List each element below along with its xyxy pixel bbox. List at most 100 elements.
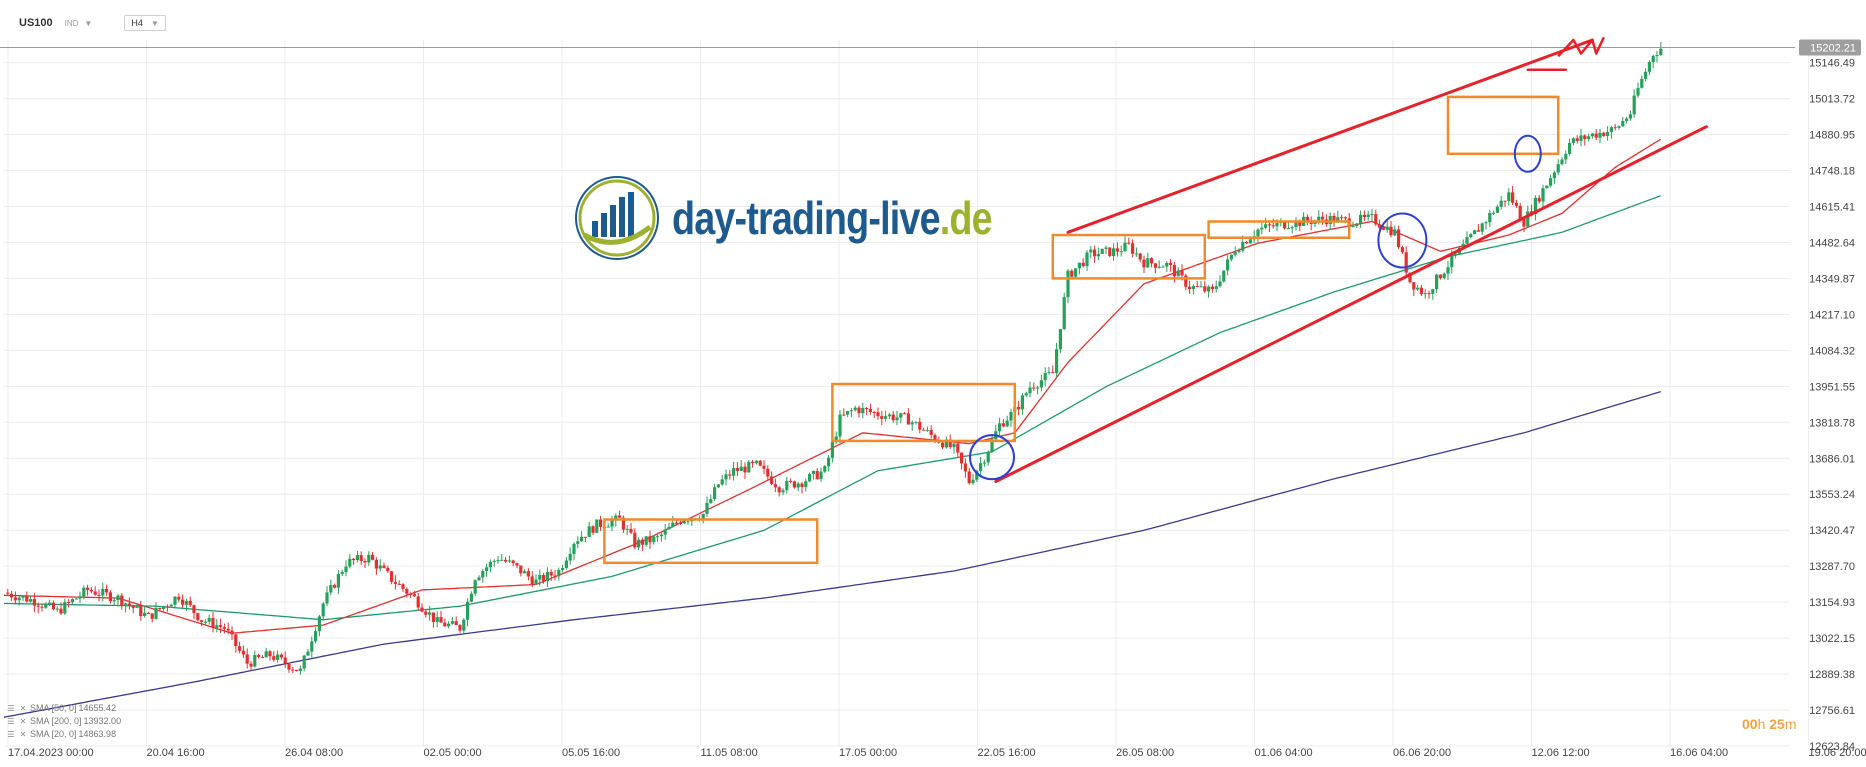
candle-body: [1438, 274, 1442, 279]
grid: [4, 40, 1809, 747]
candle-body: [861, 407, 865, 414]
candle-body: [1248, 239, 1252, 244]
candle-body: [1233, 252, 1237, 255]
candle-body: [169, 604, 173, 607]
chevron-down-icon[interactable]: ▼: [84, 18, 93, 28]
close-icon[interactable]: ✕: [19, 730, 27, 739]
candle-body: [656, 536, 660, 538]
candle-body: [1355, 223, 1359, 227]
candle-body: [808, 473, 812, 482]
candle-body: [1024, 393, 1028, 396]
candle-body: [192, 605, 196, 614]
candle-body: [1488, 212, 1492, 223]
y-tick-label: 13022.15: [1809, 633, 1855, 645]
candle-body: [424, 611, 428, 615]
candle-body: [1104, 247, 1108, 249]
candle-body: [1628, 114, 1632, 119]
candle-body: [773, 484, 777, 488]
candle-body: [447, 623, 451, 627]
close-icon[interactable]: ✕: [19, 704, 27, 713]
candle-body: [1484, 222, 1488, 224]
candle-body: [1096, 253, 1100, 257]
candle-body: [1461, 243, 1465, 248]
candle-body: [458, 624, 462, 631]
candle-body: [184, 600, 188, 605]
candle-body: [606, 526, 610, 528]
candle-body: [652, 536, 656, 543]
candle-body: [401, 584, 405, 589]
logo-name: day-trading-live: [672, 192, 941, 244]
candle-body: [272, 656, 276, 660]
candle-body: [1613, 127, 1617, 129]
candle-body: [1066, 270, 1070, 298]
candle-body: [1218, 281, 1222, 287]
candle-body: [1427, 293, 1431, 295]
indicator-row[interactable]: ☰ ✕ SMA [50, 0] 14655.42: [6, 702, 121, 715]
candle-body: [1579, 135, 1583, 141]
candle-body: [386, 567, 390, 572]
candle-body: [1298, 220, 1302, 226]
candle-body: [1568, 142, 1572, 154]
candle-body: [1074, 268, 1078, 277]
candle-body: [792, 481, 796, 488]
candle-body: [827, 457, 831, 467]
candle-body: [823, 466, 827, 472]
candle-body: [48, 602, 52, 605]
instrument-symbol[interactable]: US100: [19, 17, 53, 29]
candle-body: [732, 467, 736, 476]
settings-icon[interactable]: ☰: [7, 730, 15, 739]
x-tick-label: 12.06 12:00: [1532, 747, 1590, 759]
candle-body: [910, 422, 914, 425]
candle-body: [1039, 380, 1043, 388]
x-tick-label: 17.04.2023 00:00: [8, 747, 94, 759]
candle-body: [473, 580, 477, 594]
candle-body: [162, 606, 166, 609]
y-tick-label: 12889.38: [1809, 669, 1855, 681]
candle-body: [580, 536, 584, 542]
candle-body: [838, 414, 842, 437]
candle-body: [397, 583, 401, 585]
candle-body: [485, 567, 489, 572]
candle-body: [13, 597, 17, 601]
candle-body: [63, 602, 67, 614]
settings-icon[interactable]: ☰: [7, 704, 15, 713]
candle-body: [785, 480, 789, 491]
close-icon[interactable]: ✕: [19, 717, 27, 726]
indicator-row[interactable]: ☰ ✕ SMA [20, 0] 14863.98: [6, 728, 121, 741]
candle-body: [553, 575, 557, 577]
y-tick-label: 12756.61: [1809, 705, 1855, 717]
candle-body: [941, 442, 945, 448]
candle-body: [1393, 229, 1397, 236]
candle-body: [523, 571, 527, 574]
candle-body: [990, 439, 994, 452]
channel-upper-line: [1066, 38, 1594, 234]
timeframe-label: H4: [131, 18, 143, 28]
candle-body: [207, 618, 211, 622]
candle-body: [1169, 262, 1173, 266]
candle-body: [595, 519, 599, 533]
candle-body: [1431, 289, 1435, 294]
x-tick-label: 20.04 16:00: [147, 747, 205, 759]
candle-body: [952, 443, 956, 448]
candle-body: [1321, 216, 1325, 220]
candle-body: [481, 571, 485, 578]
candle-body: [599, 519, 603, 527]
x-tick-label: 05.05 16:00: [562, 747, 620, 759]
candle-body: [124, 603, 128, 606]
candle-body: [253, 655, 257, 667]
candle-body: [868, 409, 872, 412]
candle-body: [534, 579, 538, 585]
candle-body: [59, 608, 63, 614]
settings-icon[interactable]: ☰: [7, 717, 15, 726]
indicator-row[interactable]: ☰ ✕ SMA [200, 0] 13932.00: [6, 715, 121, 728]
candle-body: [112, 600, 116, 602]
candle-body: [834, 436, 838, 443]
candle-body: [1362, 214, 1366, 218]
candle-body: [310, 641, 314, 652]
candle-body: [1651, 55, 1655, 63]
candle-body: [245, 654, 249, 664]
candle-body: [1655, 54, 1659, 56]
candle-body: [1343, 217, 1347, 219]
timeframe-selector[interactable]: H4 ▼: [124, 15, 166, 31]
